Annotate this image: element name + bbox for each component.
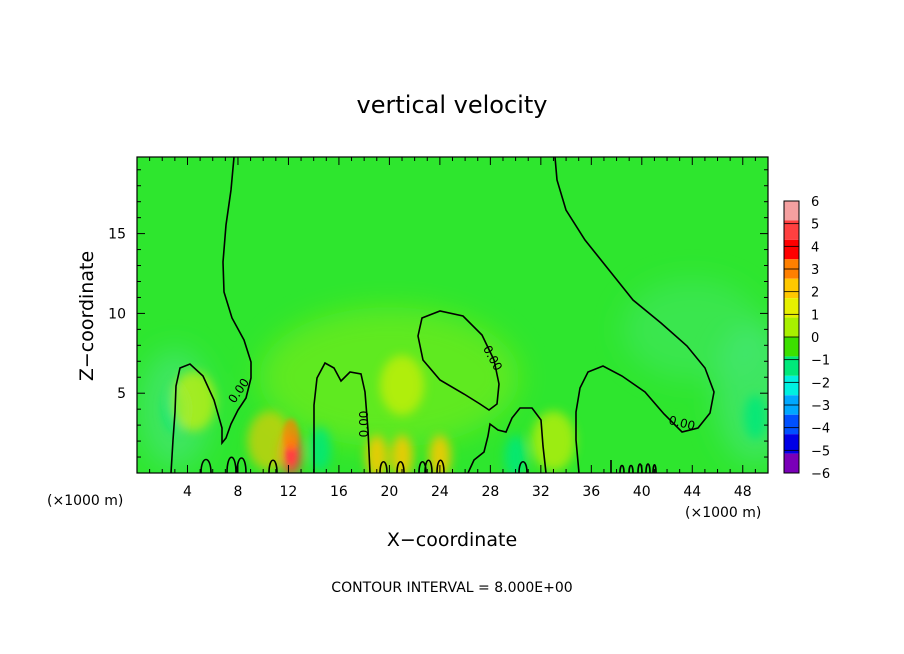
colorbar-swatch: [784, 298, 799, 318]
colorbar: 6 5 4 3 2 1 0 −1 −2 −3 −4 −5 −6: [783, 195, 830, 482]
x-tick-label: 36: [582, 484, 600, 500]
x-tick-label: 44: [683, 484, 701, 500]
x-axis-ticks: [149, 157, 756, 473]
colorbar-swatch: [784, 356, 799, 376]
colorbar-swatch: [784, 220, 799, 240]
colorbar-label: 4: [811, 240, 819, 255]
colorbar-label: −2: [811, 376, 830, 391]
colorbar-swatch: [784, 434, 799, 454]
colorbar-label: −3: [811, 399, 830, 414]
colorbar-label: 3: [811, 263, 819, 278]
field-anomaly: [531, 411, 576, 472]
colorbar-label: −5: [811, 444, 830, 459]
x-tick-label: 20: [380, 484, 398, 500]
colorbar-swatch: [784, 317, 799, 337]
field-anomaly: [428, 435, 451, 473]
colorbar-swatch: [784, 453, 799, 473]
colorbar-label: 0: [811, 331, 819, 346]
x-tick-label: 24: [431, 484, 449, 500]
field-anomaly: [247, 411, 292, 472]
colorbar-swatch: [784, 239, 799, 260]
contour-label: 0.00: [667, 413, 696, 433]
y-axis-ticks: [137, 169, 768, 458]
y-tick-label: 5: [117, 386, 126, 402]
field-anomaly: [308, 427, 331, 472]
field-anomaly: [171, 371, 216, 432]
x-axis-tick-labels: 4 8 12 16 20 24 28 32 36 40 44 48: [183, 484, 752, 500]
contour-line-small-loops: [200, 456, 657, 473]
y-tick-label: 10: [108, 306, 126, 322]
colorbar-swatch: [784, 337, 799, 357]
x-tick-label: 28: [481, 484, 499, 500]
field-blob: [622, 279, 763, 380]
colorbar-swatch: [784, 375, 799, 396]
x-tick-label: 12: [280, 484, 298, 500]
plot-area: 0.00 0.00 0.00 0.00: [137, 157, 768, 473]
colorbar-swatch: [784, 278, 799, 299]
contour-lines: [170, 157, 715, 473]
field-anomaly: [391, 435, 414, 473]
colorbar-label: 5: [811, 218, 819, 233]
colorbar-swatch: [784, 414, 799, 435]
colorbar-label: 6: [811, 195, 819, 210]
x-unit-left: (×1000 m): [47, 493, 123, 509]
contour-line-right-plume: [554, 157, 715, 473]
x-tick-label: 8: [233, 484, 242, 500]
x-unit-right: (×1000 m): [685, 505, 761, 521]
x-tick-label: 40: [633, 484, 651, 500]
y-tick-label: 15: [108, 227, 126, 243]
field-anomaly: [744, 395, 767, 440]
colorbar-swatch: [784, 201, 799, 221]
chart-title: vertical velocity: [357, 91, 548, 119]
y-axis-tick-labels: 5 10 15: [108, 227, 126, 403]
x-tick-label: 32: [532, 484, 550, 500]
x-tick-label: 4: [183, 484, 192, 500]
contour-line-loop: [417, 310, 500, 411]
x-axis-label: X−coordinate: [387, 529, 517, 551]
colorbar-label: 1: [811, 308, 819, 323]
field-core: [282, 418, 299, 451]
field-anomaly: [380, 355, 425, 416]
contour-label: 0.00: [357, 411, 371, 438]
colorbar-label: −6: [811, 467, 830, 482]
contour-line-mid-plume: [313, 361, 371, 473]
x-tick-label: 16: [330, 484, 348, 500]
x-tick-label: 48: [734, 484, 752, 500]
colorbar-label: −4: [811, 422, 830, 437]
y-axis-label: Z−coordinate: [76, 251, 98, 381]
colorbar-label: 2: [811, 286, 819, 301]
contour-line-low-bump: [467, 407, 547, 473]
contour-interval-text: CONTOUR INTERVAL = 8.000E+00: [331, 580, 572, 596]
colorbar-label: −1: [811, 354, 830, 369]
contour-line-left-plume: [170, 157, 252, 473]
